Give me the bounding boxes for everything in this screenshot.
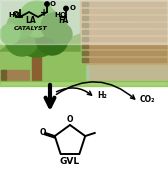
Bar [82,15,88,20]
Text: O: O [50,1,56,7]
FancyArrowPatch shape [56,88,92,95]
Bar [82,2,88,6]
Bar [90,0,168,89]
Text: CO₂: CO₂ [140,95,156,105]
Circle shape [0,24,20,44]
Circle shape [5,22,39,56]
Circle shape [41,13,67,39]
Bar [82,43,166,48]
Bar [82,36,88,41]
Bar [82,2,166,6]
Bar [82,50,88,55]
Bar [1,70,6,74]
Bar [82,57,88,62]
Circle shape [19,1,55,37]
Bar [82,57,166,62]
Bar [82,43,88,48]
Circle shape [45,2,49,6]
Bar [32,54,41,89]
Text: HO: HO [54,12,66,18]
Text: O: O [39,128,46,136]
Bar [82,36,166,41]
Text: O: O [67,115,73,123]
Bar [0,0,168,44]
Circle shape [52,24,72,44]
Polygon shape [80,0,168,34]
Polygon shape [0,34,80,51]
FancyArrowPatch shape [56,82,135,99]
Circle shape [7,13,33,39]
Bar [1,85,6,89]
Bar [0,0,90,89]
Bar [82,9,166,13]
Bar [82,22,88,27]
Bar [1,75,29,79]
Bar [82,22,166,27]
Bar [82,9,88,13]
Bar [82,29,166,34]
Bar [0,44,85,89]
Bar [82,29,88,34]
Text: GVL: GVL [60,157,80,166]
Bar [80,0,168,64]
Bar [0,81,168,86]
Text: CATALYST: CATALYST [14,26,48,31]
Bar [82,15,166,20]
Bar [1,80,6,84]
Text: LA: LA [26,16,36,25]
Circle shape [64,6,68,11]
Circle shape [36,23,68,55]
Text: HO: HO [8,12,20,18]
Bar [0,82,168,189]
Text: O: O [13,11,19,17]
Bar [82,50,166,55]
Text: H₂: H₂ [97,91,107,101]
Text: +: + [40,8,48,18]
Bar [1,70,29,74]
Text: O: O [70,5,75,12]
Text: FA: FA [58,16,68,25]
Circle shape [11,5,63,57]
Bar [1,75,6,79]
Bar [1,85,29,89]
Bar [1,80,29,84]
